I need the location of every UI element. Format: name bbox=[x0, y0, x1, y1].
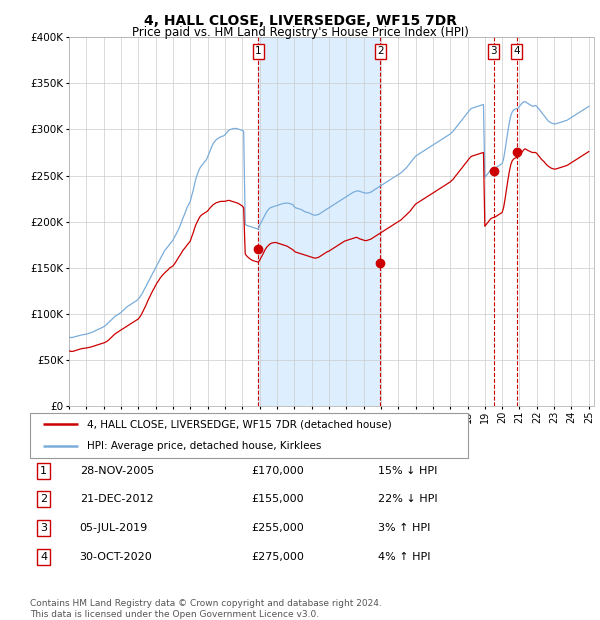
Text: 2: 2 bbox=[40, 494, 47, 504]
Text: 28-NOV-2005: 28-NOV-2005 bbox=[80, 466, 154, 476]
Text: Price paid vs. HM Land Registry's House Price Index (HPI): Price paid vs. HM Land Registry's House … bbox=[131, 26, 469, 39]
Text: 4: 4 bbox=[40, 552, 47, 562]
Text: £255,000: £255,000 bbox=[251, 523, 304, 533]
Text: 1: 1 bbox=[255, 46, 262, 56]
Text: 21-DEC-2012: 21-DEC-2012 bbox=[80, 494, 154, 504]
Text: 3: 3 bbox=[40, 523, 47, 533]
Text: 2: 2 bbox=[377, 46, 383, 56]
Text: 3% ↑ HPI: 3% ↑ HPI bbox=[378, 523, 430, 533]
Text: 05-JUL-2019: 05-JUL-2019 bbox=[80, 523, 148, 533]
Text: 4, HALL CLOSE, LIVERSEDGE, WF15 7DR: 4, HALL CLOSE, LIVERSEDGE, WF15 7DR bbox=[143, 14, 457, 28]
Text: 15% ↓ HPI: 15% ↓ HPI bbox=[378, 466, 437, 476]
Text: 4% ↑ HPI: 4% ↑ HPI bbox=[378, 552, 430, 562]
Bar bbox=[258, 37, 380, 406]
FancyBboxPatch shape bbox=[30, 413, 468, 458]
Text: 30-OCT-2020: 30-OCT-2020 bbox=[80, 552, 152, 562]
Text: 4: 4 bbox=[513, 46, 520, 56]
Text: £275,000: £275,000 bbox=[251, 552, 304, 562]
Text: £155,000: £155,000 bbox=[251, 494, 304, 504]
Text: 22% ↓ HPI: 22% ↓ HPI bbox=[378, 494, 437, 504]
Text: 4, HALL CLOSE, LIVERSEDGE, WF15 7DR (detached house): 4, HALL CLOSE, LIVERSEDGE, WF15 7DR (det… bbox=[87, 419, 392, 429]
Text: Contains HM Land Registry data © Crown copyright and database right 2024.
This d: Contains HM Land Registry data © Crown c… bbox=[30, 600, 382, 619]
Text: £170,000: £170,000 bbox=[251, 466, 304, 476]
Text: HPI: Average price, detached house, Kirklees: HPI: Average price, detached house, Kirk… bbox=[87, 441, 322, 451]
Text: 1: 1 bbox=[40, 466, 47, 476]
Text: 3: 3 bbox=[490, 46, 497, 56]
